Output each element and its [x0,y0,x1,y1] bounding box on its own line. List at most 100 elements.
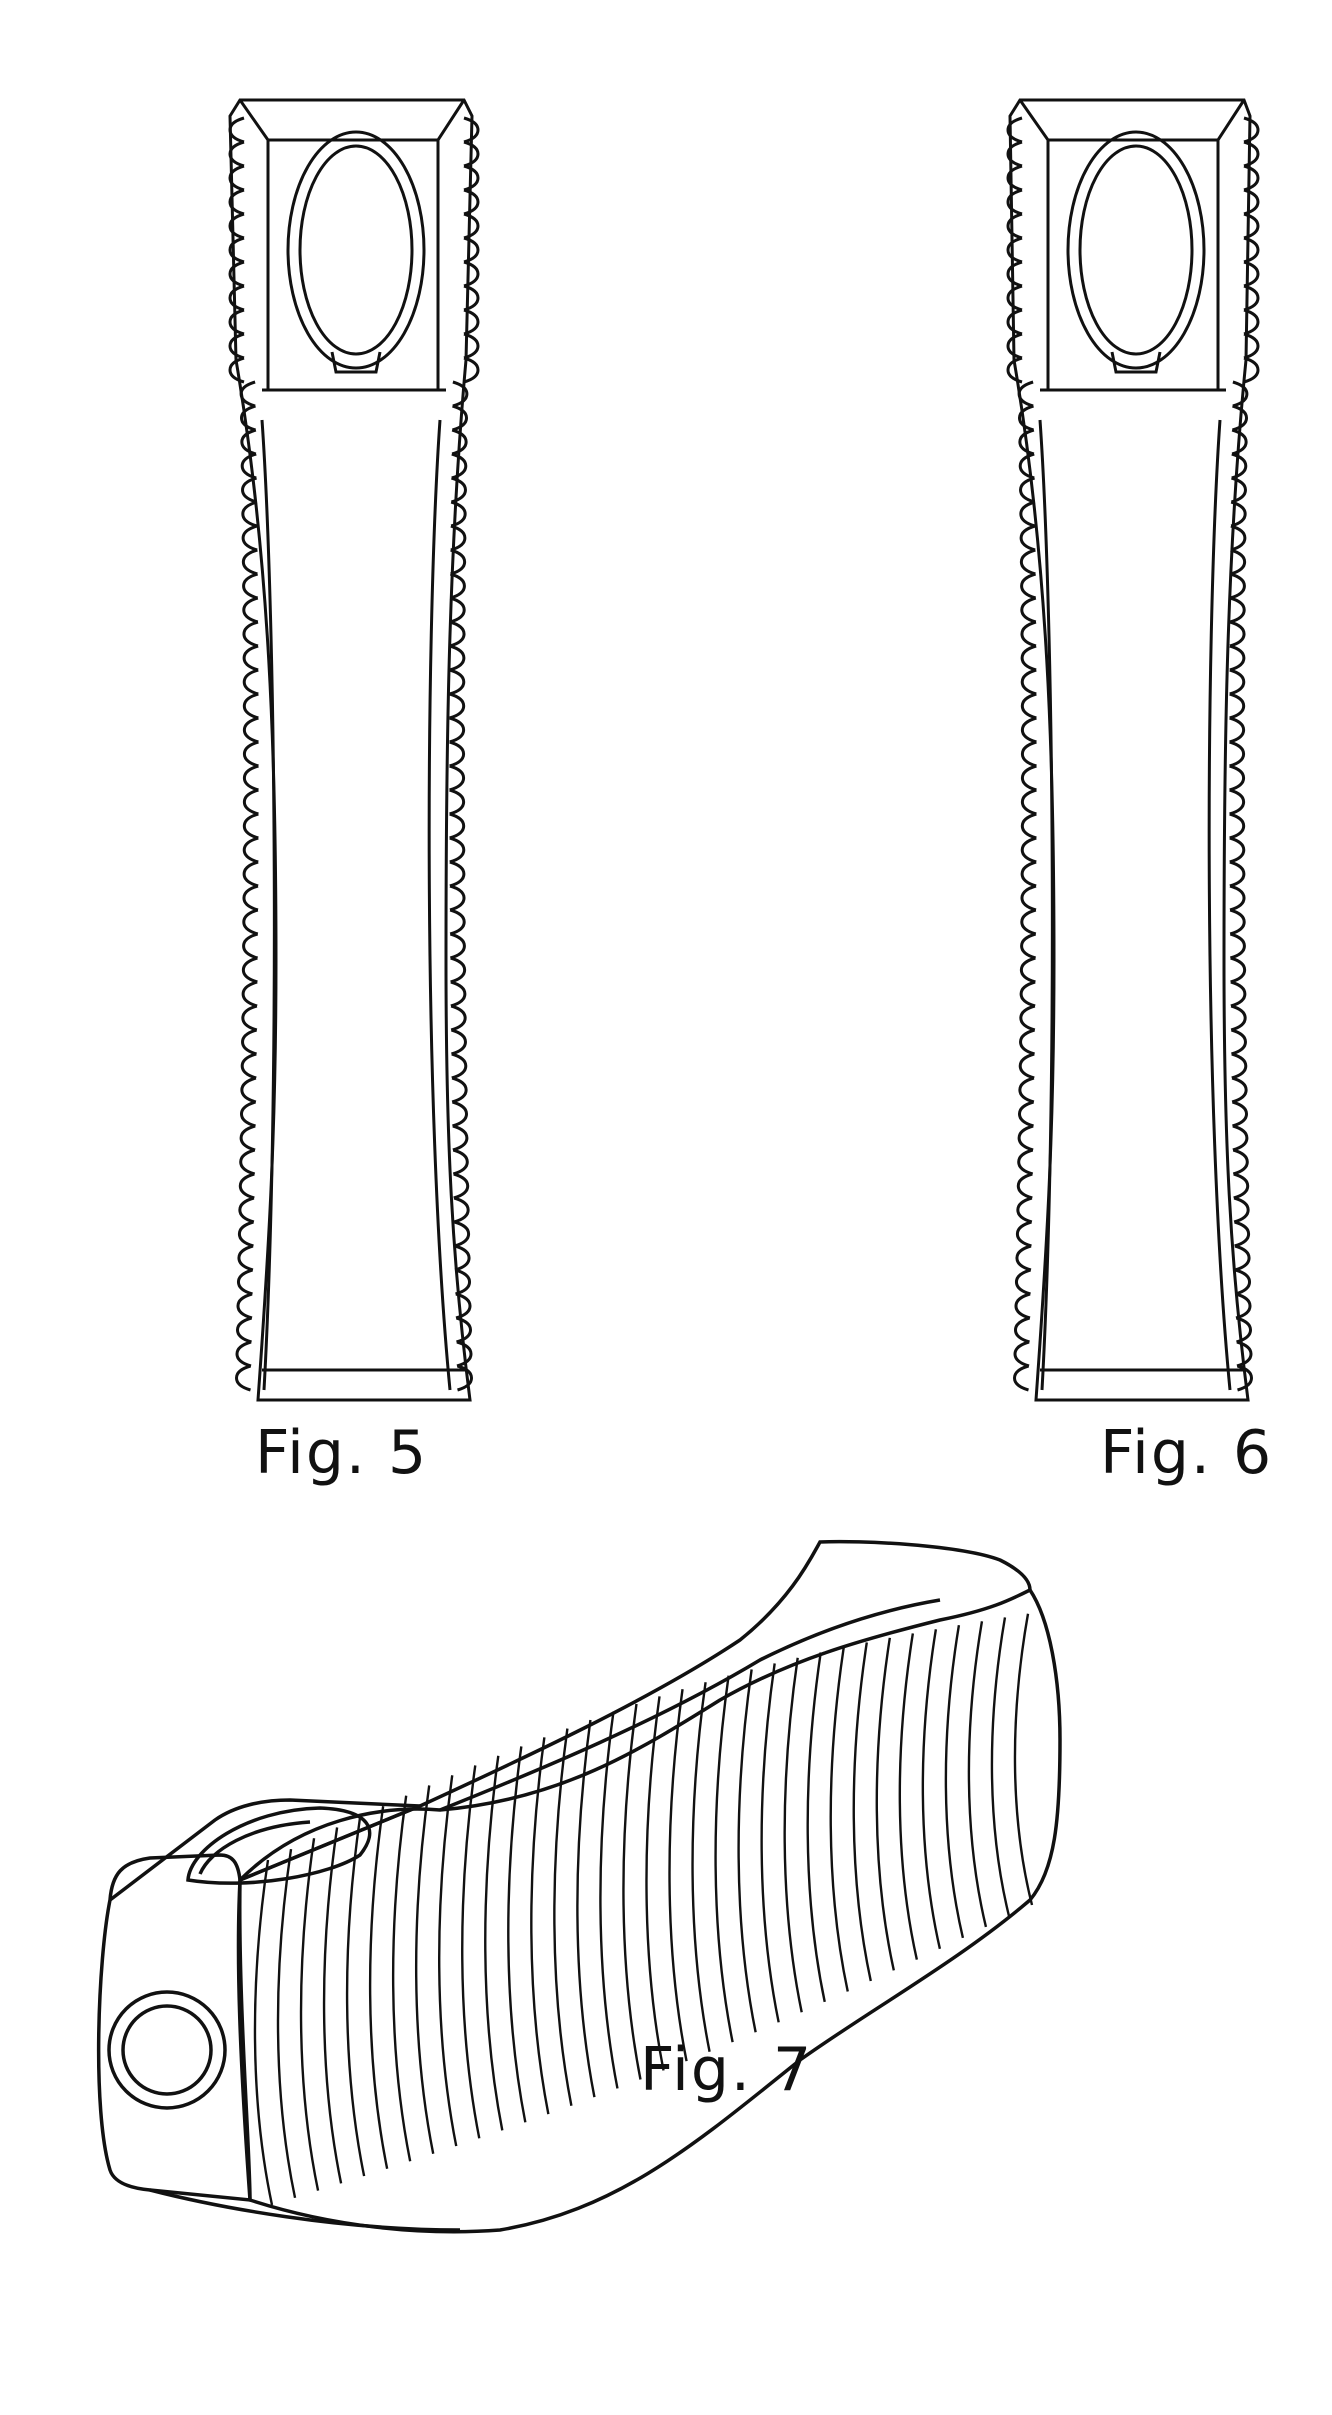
fig6-tooth-right [1237,1342,1251,1366]
fig6-tooth-left [1022,718,1036,742]
fig7-rib [739,1669,756,2032]
fig5-tooth-right [452,1078,466,1102]
fig6-tooth-left [1014,1366,1028,1390]
fig6-tooth-right [1232,1078,1246,1102]
fig6-tooth-left [1019,1102,1033,1126]
fig5-tooth-left [230,286,244,310]
fig7-rib [301,1838,318,2190]
fig5-tooth-right [450,838,464,862]
fig7-rib [923,1629,940,1949]
fig6-tooth-left [1021,958,1035,982]
fig7-ribs [255,1614,1032,2205]
fig6-tooth-right [1230,574,1244,598]
fig6-tooth-left [1008,214,1022,238]
fig6-tooth-right [1244,142,1258,166]
fig5-tooth-left [244,646,258,670]
fig6-tooth-left [1022,766,1036,790]
fig5-tooth-left [244,694,258,718]
fig6-tooth-left [1021,526,1035,550]
fig7-rib [416,1785,433,2153]
fig5-tooth-left [240,1174,254,1198]
fig6-tooth-right [1244,190,1258,214]
fig7-rib [946,1625,963,1938]
fig6-tooth-right [1231,1030,1245,1054]
fig5-tooth-right [453,406,467,430]
fig5-tooth-left [230,262,244,286]
fig5-tooth-left [244,910,258,934]
fig6-tooth-left [1019,1150,1033,1174]
fig6-body-outline [1010,100,1250,1400]
fig7-rib [370,1806,387,2169]
fig6-tooth-right [1230,766,1244,790]
fig7-rib [508,1746,525,2122]
fig5-tooth-left [244,886,258,910]
fig6-tooth-right [1231,958,1245,982]
fig7-rib [762,1663,779,2022]
fig6-tooth-right [1230,670,1244,694]
fig6-tooth-left [1022,694,1036,718]
fig5-tooth-right [450,742,464,766]
fig6-tooth-left [1022,886,1036,910]
fig5-tooth-right [454,1198,468,1222]
fig6-tooth-left [1020,454,1034,478]
fig5-tooth-left [244,574,258,598]
fig5-tooth-right [450,694,464,718]
fig6-tooth-left [1016,1294,1030,1318]
fig5-tooth-right [464,262,478,286]
fig6-tooth-left [1008,262,1022,286]
fig5-tooth-left [243,982,257,1006]
fig5-tooth-left [241,1150,255,1174]
fig6-tooth-left [1022,622,1036,646]
fig6-oval-window [1068,132,1204,368]
fig5-tooth-left [244,934,258,958]
fig6-tooth-right [1244,238,1258,262]
fig7-rib [877,1638,894,1970]
fig5-tooth-left [244,670,258,694]
fig5-tooth-left [236,1366,250,1390]
fig5-tooth-right [453,1102,467,1126]
fig7-rib [255,1860,272,2205]
fig5-tooth-left [241,1102,255,1126]
fig6-tooth-right [1230,886,1244,910]
fig7-end-face [99,1855,250,2200]
fig6-tooth-left [1016,1270,1030,1294]
fig6-tooth-left [1017,1222,1031,1246]
fig5-tooth-left [244,814,258,838]
fig6-tooth-left [1022,934,1036,958]
fig5-tooth-left [242,454,256,478]
fig5-tooth-left [238,1294,252,1318]
fig6-tooth-left [1021,1006,1035,1030]
fig5-tooth-right [464,238,478,262]
fig6-tooth-left [1022,574,1036,598]
fig6-tooth-right [1232,1054,1246,1078]
fig6-tooth-right [1233,1150,1247,1174]
fig6-tooth-left [1022,646,1036,670]
fig6-tooth-left [1020,1078,1034,1102]
fig6-tooth-left [1008,286,1022,310]
fig5-tooth-right [450,910,464,934]
fig5-tooth-left [242,1078,256,1102]
fig6-tooth-right [1231,1006,1245,1030]
fig6-tooth-right [1230,742,1244,766]
fig7-rib [693,1682,710,2051]
fig5-tooth-right [464,214,478,238]
fig6-tooth-right [1235,1246,1249,1270]
fig5-label: Fig. 5 [255,1418,428,1488]
fig6-tooth-right [1230,790,1244,814]
fig6-implant-side-view [1010,100,1250,1400]
fig5-tooth-left [244,766,258,790]
fig7-rib [1015,1614,1032,1905]
fig5-tooth-left [243,550,257,574]
fig6-tooth-right [1230,694,1244,718]
fig5-tooth-right [451,478,465,502]
fig7-rib [393,1796,410,2162]
fig5-tooth-right [451,1030,465,1054]
fig6-tooth-right [1233,1102,1247,1126]
fig5-tooth-right [450,766,464,790]
fig5-tooth-left [239,1222,253,1246]
fig5-oval-window [288,132,424,368]
fig6-tooth-right [1230,838,1244,862]
fig6-tooth-left [1022,742,1036,766]
fig6-label: Fig. 6 [1100,1418,1273,1488]
fig7-top-edge [420,1542,1030,1806]
